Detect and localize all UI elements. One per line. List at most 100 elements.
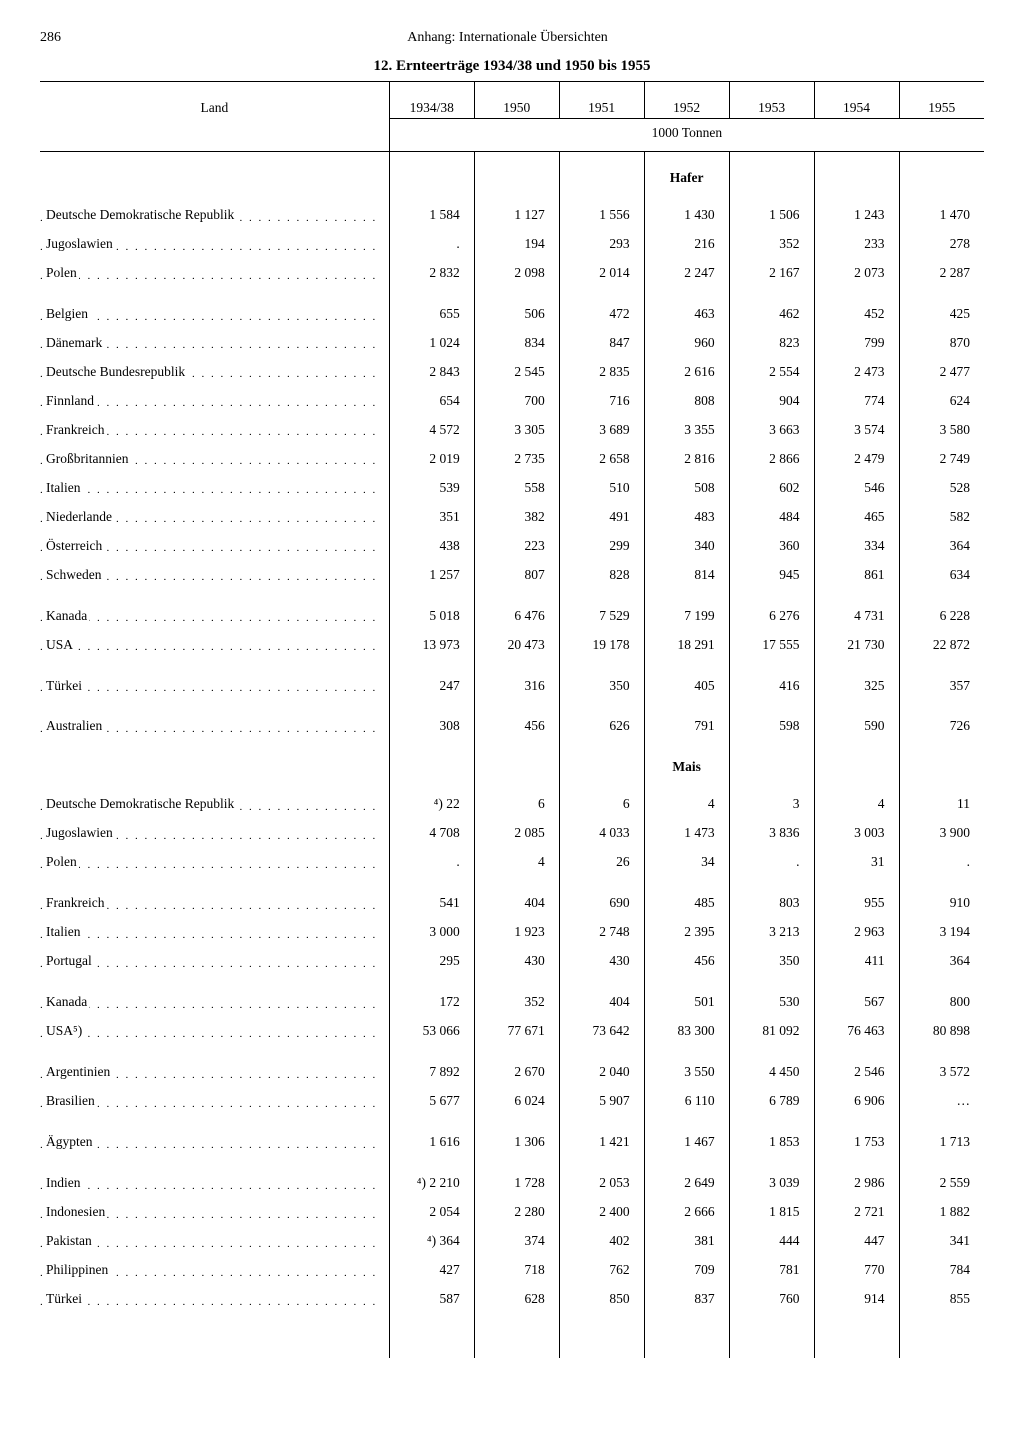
value-cell: 427: [389, 1256, 474, 1285]
value-cell: 587: [389, 1285, 474, 1314]
value-cell: 293: [559, 230, 644, 259]
value-cell: 382: [474, 503, 559, 532]
col-year-5: 1954: [814, 82, 899, 119]
value-cell: 438: [389, 532, 474, 561]
value-cell: 316: [474, 660, 559, 701]
value-cell: 430: [474, 947, 559, 976]
value-cell: 3 003: [814, 819, 899, 848]
value-cell: 4 450: [729, 1046, 814, 1087]
value-cell: 567: [814, 976, 899, 1017]
value-cell: 364: [899, 947, 984, 976]
value-cell: 483: [644, 503, 729, 532]
value-cell: 2 545: [474, 358, 559, 387]
value-cell: 955: [814, 877, 899, 918]
country-label: Indonesien: [40, 1198, 389, 1227]
value-cell: 1 421: [559, 1116, 644, 1157]
table-title: 12. Ernteerträge 1934/38 und 1950 bis 19…: [40, 58, 984, 75]
value-cell: 465: [814, 503, 899, 532]
value-cell: 700: [474, 387, 559, 416]
value-cell: 352: [474, 976, 559, 1017]
value-cell: 784: [899, 1256, 984, 1285]
value-cell: 530: [729, 976, 814, 1017]
value-cell: 726: [899, 700, 984, 741]
value-cell: 1 024: [389, 329, 474, 358]
value-cell: 3 305: [474, 416, 559, 445]
value-cell: 3 689: [559, 416, 644, 445]
value-cell: 1 616: [389, 1116, 474, 1157]
value-cell: 31: [814, 848, 899, 877]
value-cell: 1 127: [474, 201, 559, 230]
value-cell: 6: [474, 790, 559, 819]
value-cell: 2 280: [474, 1198, 559, 1227]
value-cell: 800: [899, 976, 984, 1017]
value-cell: 299: [559, 532, 644, 561]
value-cell: 3 000: [389, 918, 474, 947]
value-cell: 447: [814, 1227, 899, 1256]
value-cell: 76 463: [814, 1017, 899, 1046]
value-cell: 360: [729, 532, 814, 561]
value-cell: 546: [814, 474, 899, 503]
value-cell: 223: [474, 532, 559, 561]
page-number: 286: [40, 30, 61, 46]
value-cell: 823: [729, 329, 814, 358]
value-cell: 2 546: [814, 1046, 899, 1087]
value-cell: 3 213: [729, 918, 814, 947]
value-cell: 2 866: [729, 445, 814, 474]
section-heading: Mais: [644, 741, 729, 790]
value-cell: 357: [899, 660, 984, 701]
value-cell: 5 018: [389, 590, 474, 631]
value-cell: 484: [729, 503, 814, 532]
value-cell: 1 506: [729, 201, 814, 230]
value-cell: 2 749: [899, 445, 984, 474]
value-cell: 7 892: [389, 1046, 474, 1087]
value-cell: 590: [814, 700, 899, 741]
value-cell: 11: [899, 790, 984, 819]
col-land: Land: [40, 82, 389, 152]
value-cell: 781: [729, 1256, 814, 1285]
value-cell: 6 228: [899, 590, 984, 631]
value-cell: 510: [559, 474, 644, 503]
value-cell: …: [899, 1087, 984, 1116]
country-label: Dänemark: [40, 329, 389, 358]
value-cell: 491: [559, 503, 644, 532]
value-cell: 654: [389, 387, 474, 416]
value-cell: 6 906: [814, 1087, 899, 1116]
value-cell: 5 677: [389, 1087, 474, 1116]
country-label: Deutsche Demokratische Republik: [40, 201, 389, 230]
value-cell: 541: [389, 877, 474, 918]
value-cell: 404: [559, 976, 644, 1017]
value-cell: 444: [729, 1227, 814, 1256]
country-label: Türkei: [40, 1285, 389, 1314]
value-cell: 374: [474, 1227, 559, 1256]
col-year-3: 1952: [644, 82, 729, 119]
country-label: Indien: [40, 1157, 389, 1198]
value-cell: 1 815: [729, 1198, 814, 1227]
value-cell: 462: [729, 288, 814, 329]
value-cell: 352: [729, 230, 814, 259]
col-year-1: 1950: [474, 82, 559, 119]
value-cell: 4 033: [559, 819, 644, 848]
value-cell: 2 658: [559, 445, 644, 474]
value-cell: 2 843: [389, 358, 474, 387]
value-cell: 2 395: [644, 918, 729, 947]
value-cell: 4: [644, 790, 729, 819]
value-cell: 850: [559, 1285, 644, 1314]
value-cell: 799: [814, 329, 899, 358]
value-cell: 340: [644, 532, 729, 561]
value-cell: 1 853: [729, 1116, 814, 1157]
value-cell: 2 832: [389, 259, 474, 288]
value-cell: 77 671: [474, 1017, 559, 1046]
value-cell: 7 199: [644, 590, 729, 631]
col-unit: 1000 Tonnen: [389, 119, 984, 152]
value-cell: 834: [474, 329, 559, 358]
country-label: USA: [40, 631, 389, 660]
value-cell: 308: [389, 700, 474, 741]
col-year-6: 1955: [899, 82, 984, 119]
value-cell: 364: [899, 532, 984, 561]
value-cell: 1 713: [899, 1116, 984, 1157]
value-cell: 803: [729, 877, 814, 918]
value-cell: 760: [729, 1285, 814, 1314]
value-cell: 2 473: [814, 358, 899, 387]
value-cell: 582: [899, 503, 984, 532]
value-cell: 4 731: [814, 590, 899, 631]
